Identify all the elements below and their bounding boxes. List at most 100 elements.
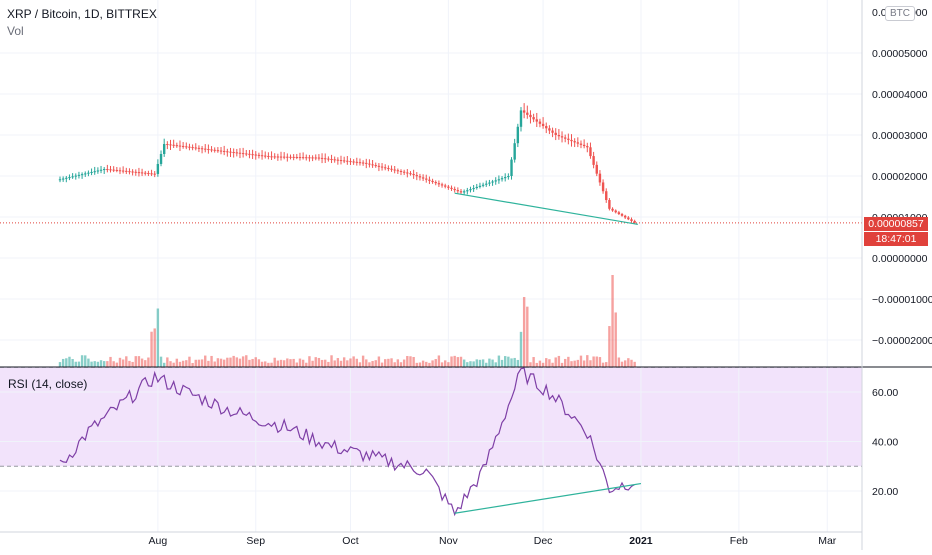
candle-body bbox=[516, 126, 520, 144]
volume-bar bbox=[169, 361, 172, 367]
volume-bar bbox=[147, 357, 150, 367]
volume-bar bbox=[500, 359, 504, 367]
trendline-price bbox=[454, 192, 638, 225]
volume-bar bbox=[251, 358, 254, 367]
volume-bar bbox=[314, 357, 317, 367]
candle-body bbox=[421, 177, 425, 179]
volume-bar bbox=[513, 357, 516, 367]
candle-body bbox=[605, 191, 608, 201]
volume-bar bbox=[181, 360, 185, 367]
volume-bar bbox=[185, 360, 188, 367]
trendline-rsi bbox=[454, 482, 642, 514]
volume-bar bbox=[611, 275, 614, 367]
candle-body bbox=[191, 147, 194, 149]
candle-body bbox=[595, 164, 598, 174]
candle-body bbox=[399, 170, 403, 172]
volume-label: Vol bbox=[7, 24, 24, 38]
volume-bar bbox=[412, 356, 415, 367]
volume-bar bbox=[488, 358, 491, 367]
volume-bar bbox=[144, 360, 147, 367]
candle-body bbox=[185, 146, 188, 148]
candle-body bbox=[87, 172, 90, 174]
volume-bar bbox=[200, 359, 204, 367]
volume-bar bbox=[507, 356, 510, 367]
candle-body bbox=[623, 215, 627, 218]
volume-bar bbox=[324, 359, 327, 367]
volume-bar bbox=[472, 361, 475, 367]
candle-body bbox=[570, 139, 573, 142]
price-axis-tick: 0.00005000 bbox=[872, 48, 928, 60]
volume-bar bbox=[115, 362, 119, 367]
volume-bar bbox=[466, 362, 469, 367]
volume-bar bbox=[330, 355, 333, 367]
volume-bar bbox=[264, 361, 267, 367]
volume-bar bbox=[213, 361, 216, 367]
candle-body bbox=[286, 156, 289, 158]
time-axis-label: Sep bbox=[246, 535, 265, 547]
volume-bar bbox=[128, 360, 131, 367]
candle-body bbox=[106, 169, 109, 171]
candle-body bbox=[387, 168, 390, 170]
rsi-band bbox=[0, 367, 862, 467]
candle-body bbox=[428, 179, 431, 181]
volume-bar bbox=[74, 361, 77, 367]
volume-bar bbox=[260, 361, 264, 367]
time-axis-label: Nov bbox=[439, 535, 458, 547]
volume-bar bbox=[387, 358, 390, 367]
currency-badge[interactable]: BTC bbox=[885, 6, 915, 21]
candle-body bbox=[459, 191, 463, 193]
volume-bar bbox=[456, 357, 460, 367]
volume-bar bbox=[586, 355, 589, 367]
volume-bar bbox=[601, 362, 605, 367]
time-axis-label: Mar bbox=[818, 535, 837, 547]
volume-bar bbox=[172, 362, 175, 367]
volume-bar bbox=[560, 362, 564, 367]
volume-bar bbox=[342, 357, 346, 367]
candle-body bbox=[412, 173, 415, 176]
candle-body bbox=[200, 148, 204, 150]
price-axis-tick: 0.00003000 bbox=[872, 130, 928, 142]
candle-body bbox=[289, 156, 292, 158]
volume-bar bbox=[301, 359, 305, 367]
volume-bar bbox=[504, 356, 507, 367]
volume-bar bbox=[93, 361, 96, 367]
volume-bar bbox=[589, 360, 592, 367]
volume-bar bbox=[592, 356, 595, 367]
candle-body bbox=[633, 220, 636, 223]
volume-bar bbox=[516, 359, 520, 367]
candle-body bbox=[219, 150, 223, 152]
volume-bar bbox=[491, 359, 494, 367]
candle-body bbox=[207, 149, 210, 151]
candle-body bbox=[611, 208, 614, 211]
volume-bar bbox=[162, 362, 166, 367]
candle-body bbox=[573, 141, 576, 143]
candle-body bbox=[172, 144, 175, 146]
candle-body bbox=[437, 183, 441, 185]
volume-bar bbox=[532, 357, 535, 367]
volume-bar bbox=[541, 362, 545, 367]
volume-bar bbox=[535, 362, 538, 367]
candle-body bbox=[254, 154, 257, 156]
candle-body bbox=[522, 110, 526, 113]
candle-body bbox=[535, 119, 538, 122]
volume-bar bbox=[573, 360, 576, 367]
volume-bar bbox=[440, 362, 444, 367]
candle-body bbox=[472, 188, 475, 190]
volume-bar bbox=[358, 362, 362, 367]
rsi-axis-tick: 60.00 bbox=[872, 387, 898, 399]
volume-bar bbox=[355, 358, 358, 367]
candle-body bbox=[462, 191, 466, 193]
candle-body bbox=[140, 172, 144, 174]
candle-body bbox=[589, 147, 592, 157]
volume-bar bbox=[191, 362, 194, 367]
candle-body bbox=[298, 157, 302, 159]
candle-body bbox=[478, 185, 482, 187]
candle-body bbox=[295, 156, 299, 158]
volume-bar bbox=[393, 362, 396, 367]
volume-bar bbox=[270, 362, 273, 367]
volume-bar bbox=[421, 360, 425, 367]
volume-bar bbox=[286, 358, 289, 367]
volume-bar bbox=[238, 358, 242, 367]
